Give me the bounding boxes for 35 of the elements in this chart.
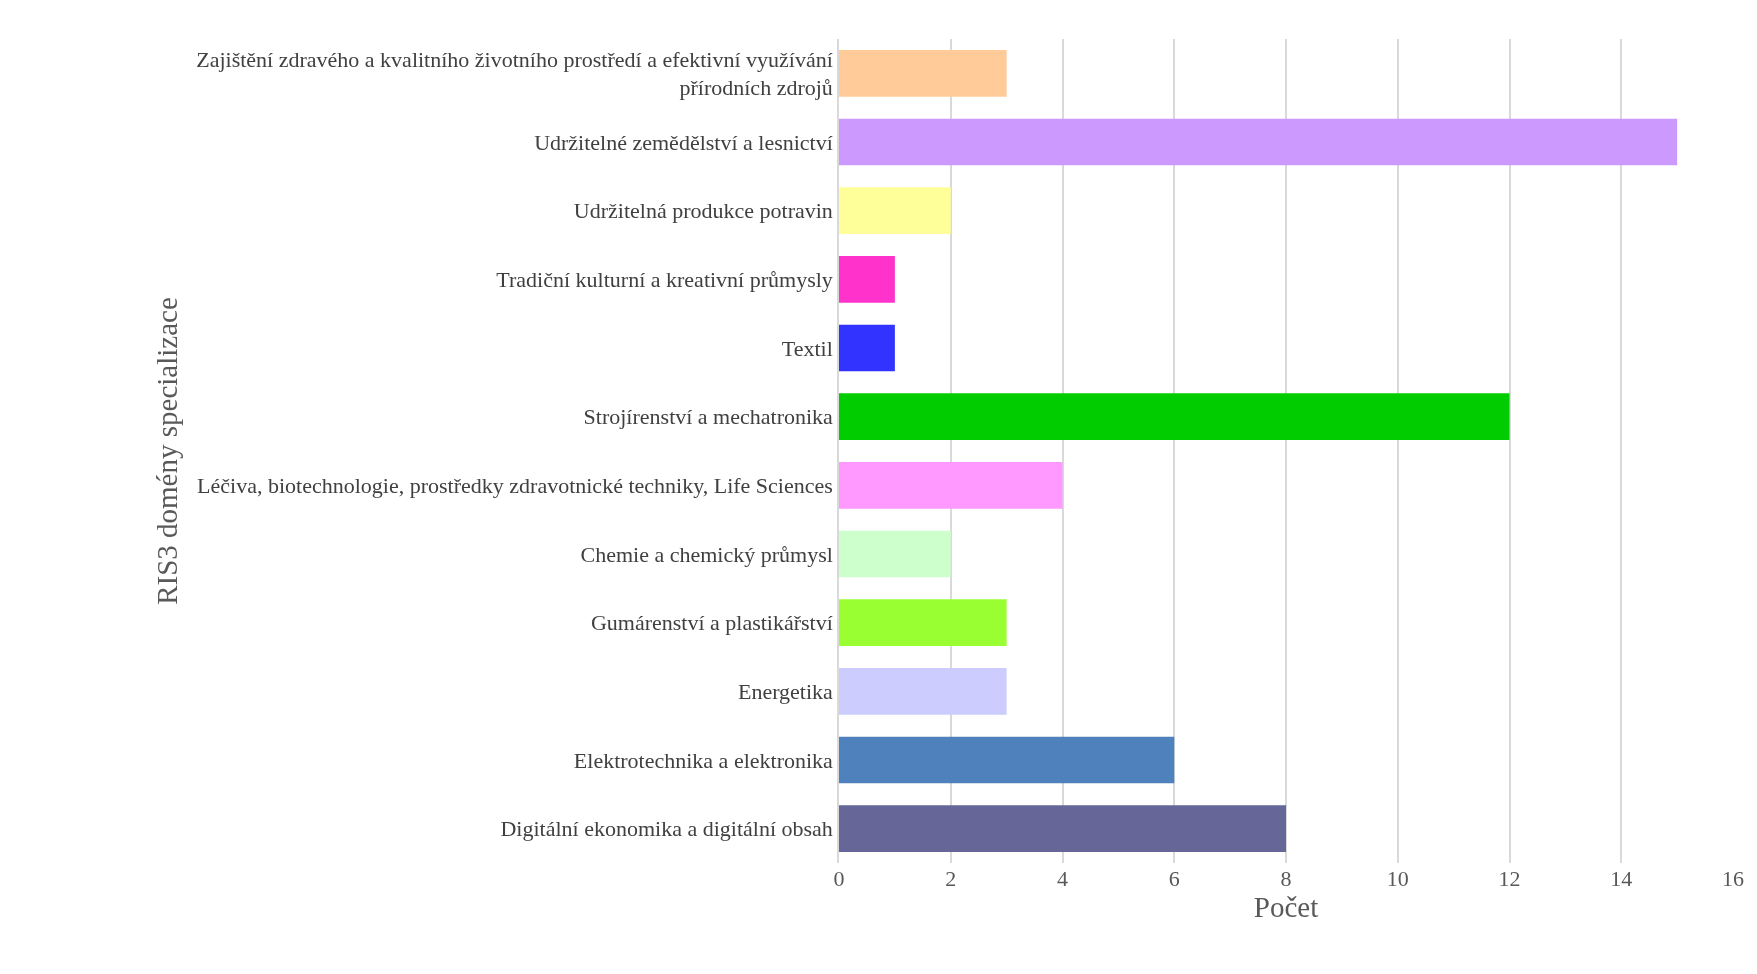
- x-tick-label: 10: [1386, 866, 1409, 891]
- x-tick-label: 0: [833, 866, 845, 891]
- bar: [839, 530, 951, 578]
- bar: [839, 324, 895, 372]
- bar: [839, 187, 951, 235]
- y-tick-label: Gumárenství a plastikářství: [590, 610, 833, 636]
- bar: [839, 736, 1175, 784]
- y-tick-label: Digitální ekonomika a digitální obsah: [500, 816, 833, 842]
- y-tick-label: Léčiva, biotechnologie, prostředky zdravotnické techniky, Life Sciences: [197, 473, 833, 499]
- y-tick-label: Elektrotechnika a elektronika: [573, 747, 834, 773]
- bar: [839, 461, 1063, 509]
- bar: [839, 393, 1510, 441]
- x-axis-title: Počet: [1253, 891, 1319, 923]
- y-tick-label: Tradiční kulturní a kreativní průmysly: [496, 267, 833, 293]
- bar: [839, 667, 1007, 715]
- bar: [839, 599, 1007, 647]
- x-tick-label: 8: [1280, 866, 1292, 891]
- y-tick-label: Zajištění zdravého a kvalitního životního prostředí a efektivní využívání přírodních zdrojů: [196, 46, 833, 101]
- y-tick-label: Udržitelné zemědělství a lesnictví: [534, 129, 833, 155]
- bar: [839, 805, 1286, 853]
- y-tick-label: Textil: [781, 335, 833, 361]
- y-axis-title: RIS3 domény specializace: [151, 297, 184, 605]
- x-tick-label: 6: [1168, 866, 1180, 891]
- y-tick-label: Energetika: [737, 679, 834, 705]
- y-tick-label: Udržitelná produkce potravin: [573, 198, 833, 224]
- x-tick-label: 12: [1498, 866, 1521, 891]
- bar: [839, 118, 1678, 166]
- y-tick-label: Chemie a chemický průmysl: [580, 541, 833, 567]
- y-tick-label: Strojírenství a mechatronika: [583, 404, 834, 430]
- bar: [839, 49, 1007, 97]
- x-tick-label: 16: [1722, 866, 1744, 891]
- bar: [839, 255, 895, 303]
- x-tick-label: 14: [1610, 866, 1633, 891]
- x-tick-label: 2: [945, 866, 957, 891]
- x-tick-label: 4: [1057, 866, 1068, 891]
